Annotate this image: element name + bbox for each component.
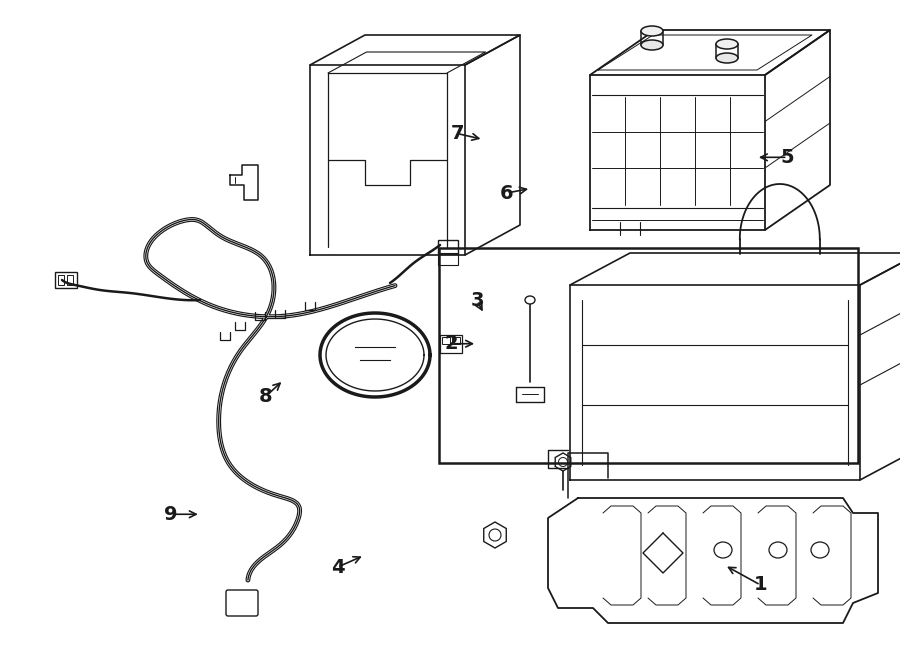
Bar <box>67 275 73 285</box>
Ellipse shape <box>525 296 535 304</box>
Text: 3: 3 <box>470 292 484 310</box>
Text: 4: 4 <box>330 558 345 576</box>
Text: 6: 6 <box>500 184 514 202</box>
Bar <box>442 337 450 344</box>
Bar <box>55 272 77 288</box>
Bar <box>440 335 462 353</box>
Ellipse shape <box>641 40 663 50</box>
Text: 2: 2 <box>445 334 459 353</box>
Ellipse shape <box>716 39 738 49</box>
Bar <box>439 248 858 463</box>
Text: 1: 1 <box>753 576 768 594</box>
Text: 5: 5 <box>780 148 795 167</box>
Bar <box>452 337 460 344</box>
Text: 8: 8 <box>258 387 273 406</box>
Ellipse shape <box>716 53 738 63</box>
Text: 7: 7 <box>450 124 464 143</box>
Ellipse shape <box>641 26 663 36</box>
Bar <box>438 240 458 254</box>
Bar <box>58 275 64 285</box>
Text: 9: 9 <box>164 505 178 524</box>
Bar <box>438 253 458 265</box>
